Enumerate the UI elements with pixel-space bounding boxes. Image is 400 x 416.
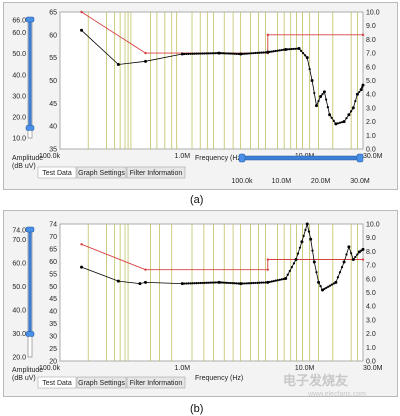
panel-b: [3, 210, 398, 397]
panel-a: [3, 2, 398, 190]
panel-label-a: (a): [190, 194, 203, 206]
panel-label-b: (b): [190, 403, 203, 415]
